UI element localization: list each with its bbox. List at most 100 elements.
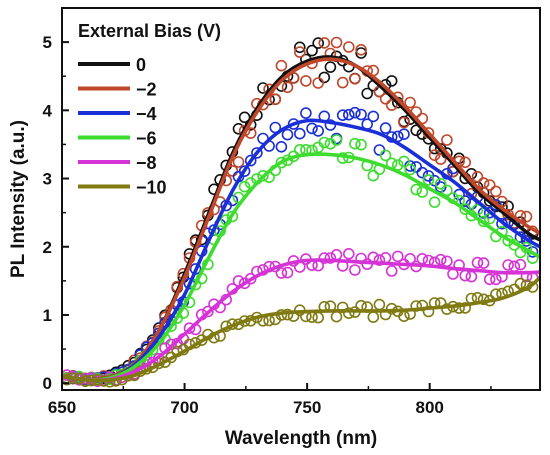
fit-line [62, 118, 540, 382]
legend-label: −4 [136, 104, 157, 124]
data-point [293, 41, 306, 54]
data-point [300, 107, 312, 119]
data-point [398, 155, 410, 168]
data-point [281, 128, 294, 141]
data-point [275, 267, 288, 279]
data-point [312, 311, 325, 324]
data-point [428, 196, 441, 208]
data-point [391, 250, 404, 263]
data-point [367, 169, 380, 182]
data-point [385, 75, 398, 87]
data-point [281, 81, 294, 94]
data-point [373, 298, 386, 311]
data-point [441, 134, 453, 146]
data-point [232, 156, 245, 168]
data-point [385, 99, 398, 111]
data-point [330, 36, 343, 49]
y-tick-label: 4 [43, 101, 53, 120]
data-point [244, 154, 257, 167]
data-point [306, 44, 318, 57]
y-tick-label: 1 [43, 306, 52, 325]
data-point [428, 149, 441, 161]
axes: 650 700 750 800 0 1 2 3 4 5 [43, 33, 492, 417]
data-point [416, 252, 429, 265]
data-point [434, 253, 447, 266]
data-point [336, 76, 349, 89]
legend-item: −2 [78, 80, 157, 100]
data-point [520, 210, 533, 223]
data-point [324, 252, 337, 264]
data-point [385, 265, 398, 277]
data-point [238, 180, 251, 193]
data-point [459, 195, 472, 207]
data-point [367, 110, 380, 123]
data-point [342, 307, 355, 320]
data-point [459, 156, 472, 169]
legend-label: −2 [136, 80, 157, 100]
fit-line [62, 258, 540, 382]
data-point [477, 257, 490, 269]
data-point [355, 47, 367, 59]
data-point [404, 163, 416, 176]
fit-line [62, 152, 540, 382]
legend-label: −8 [136, 153, 157, 173]
data-point [471, 203, 484, 216]
data-point [275, 59, 288, 72]
data-point [312, 37, 325, 49]
legend-label: −6 [136, 129, 157, 149]
data-point [459, 203, 472, 215]
data-point [459, 302, 472, 314]
data-point [318, 136, 331, 149]
data-point [257, 82, 269, 94]
data-point [330, 249, 343, 261]
plot-area [62, 36, 540, 388]
data-point [312, 125, 325, 137]
data-point [318, 252, 331, 264]
data-point [355, 43, 367, 56]
data-point [293, 127, 306, 140]
x-tick-label: 650 [48, 398, 76, 417]
legend-item: −10 [78, 178, 167, 198]
legend-item: −4 [78, 104, 157, 124]
fit-line [62, 275, 540, 383]
data-point [349, 264, 361, 276]
plot-frame [61, 7, 541, 391]
x-tick-label: 750 [293, 398, 321, 417]
y-axis-label: PL Intensity (a.u.) [8, 120, 29, 278]
data-point [502, 259, 514, 271]
data-point [367, 311, 380, 323]
data-point [355, 108, 367, 121]
data-point [355, 138, 367, 151]
data-point [514, 258, 527, 271]
data-point [379, 122, 392, 134]
data-point [490, 185, 502, 198]
data-point [373, 254, 386, 266]
data-point [483, 179, 496, 191]
data-point [361, 87, 374, 100]
data-point [349, 137, 361, 150]
data-point [330, 134, 343, 146]
data-point [318, 71, 331, 84]
data-point [441, 184, 453, 197]
data-point [404, 96, 416, 109]
data-point [416, 166, 429, 179]
data-point [318, 37, 331, 49]
data-point [465, 270, 478, 283]
data-point [379, 251, 392, 264]
data-point [398, 128, 410, 140]
data-point [293, 46, 306, 58]
legend-item: 0 [78, 55, 146, 75]
data-point [441, 303, 453, 315]
y-tick-label: 0 [43, 374, 52, 393]
data-point [324, 119, 337, 131]
data-point [269, 93, 282, 105]
legend-items: 0 −2 −4 −6 −8 −10 [78, 55, 167, 198]
data-point [312, 77, 325, 89]
fit-line [62, 55, 540, 382]
data-point [453, 152, 465, 165]
data-point [434, 178, 447, 190]
data-point [379, 93, 392, 105]
data-point [281, 266, 294, 279]
data-point [62, 369, 73, 381]
